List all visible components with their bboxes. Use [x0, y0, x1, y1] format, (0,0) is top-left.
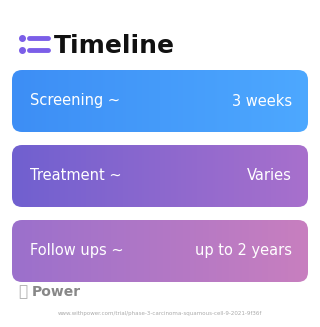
Text: 3 weeks: 3 weeks — [232, 94, 292, 109]
Text: Follow ups ~: Follow ups ~ — [30, 244, 124, 259]
Text: up to 2 years: up to 2 years — [195, 244, 292, 259]
Text: Varies: Varies — [247, 168, 292, 183]
Text: Treatment ~: Treatment ~ — [30, 168, 122, 183]
Text: www.withpower.com/trial/phase-3-carcinoma-squamous-cell-9-2021-9f36f: www.withpower.com/trial/phase-3-carcinom… — [58, 312, 262, 317]
Text: Timeline: Timeline — [54, 34, 175, 58]
Text: Ⓟ: Ⓟ — [18, 284, 27, 300]
Text: Screening ~: Screening ~ — [30, 94, 120, 109]
Text: Power: Power — [32, 285, 81, 299]
